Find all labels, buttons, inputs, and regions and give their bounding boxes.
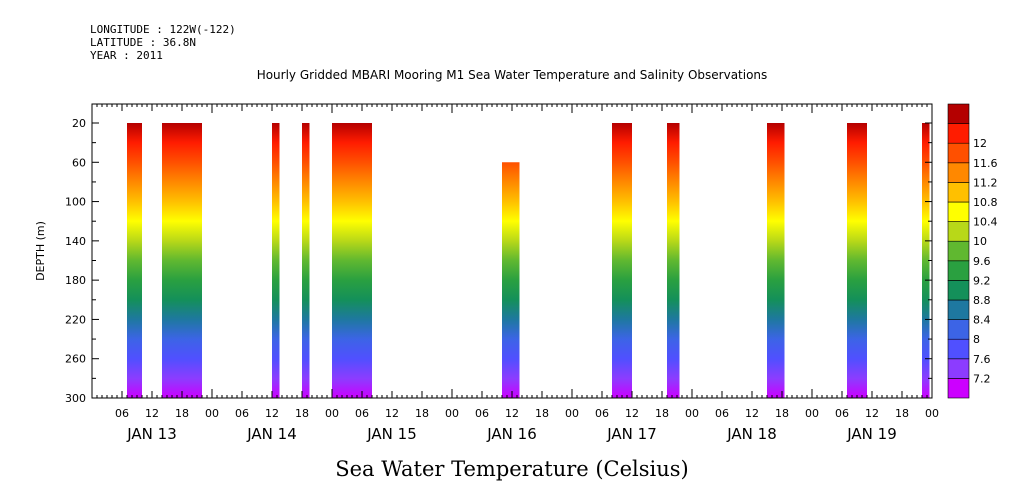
- y-axis-label: DEPTH (m): [34, 221, 47, 281]
- day-label: JAN 17: [606, 425, 657, 443]
- colorbar-label: 7.2: [973, 372, 991, 385]
- hour-tick-label: 00: [325, 407, 339, 420]
- temperature-band: [332, 123, 372, 398]
- hour-tick-label: 06: [115, 407, 129, 420]
- colorbar-label: 12: [973, 137, 987, 150]
- hour-tick-label: 06: [235, 407, 249, 420]
- colorbar: 7.2 7.6 8 8.4 8.8 9.2 9.6 10 10.4 10.8 11.2 11.6 12: [947, 103, 998, 399]
- y-tick-label: 260: [65, 353, 86, 366]
- temperature-band: [272, 123, 280, 398]
- hour-tick-label: 00: [685, 407, 699, 420]
- colorbar-label: 7.6: [973, 353, 991, 366]
- hour-tick-label: 00: [805, 407, 819, 420]
- colorbar-swatch: [947, 260, 970, 281]
- hour-tick-label: 00: [205, 407, 219, 420]
- colorbar-swatch: [947, 358, 970, 379]
- colorbar-swatch: [947, 378, 970, 399]
- colorbar-swatch: [947, 201, 970, 222]
- colorbar-swatch: [947, 182, 970, 203]
- temperature-band: [502, 162, 520, 398]
- day-label: JAN 14: [246, 425, 297, 443]
- temperature-band: [612, 123, 632, 398]
- colorbar-swatch: [947, 162, 970, 183]
- hour-tick-label: 12: [865, 407, 879, 420]
- colorbar-label: 10: [973, 235, 987, 248]
- colorbar-label: 10.8: [973, 196, 998, 209]
- longitude-label: LONGITUDE : 122W(-122): [90, 23, 236, 36]
- colorbar-swatch: [947, 319, 970, 340]
- hour-tick-label: 12: [505, 407, 519, 420]
- hour-tick-label: 00: [445, 407, 459, 420]
- hour-tick-label: 00: [565, 407, 579, 420]
- temperature-band: [302, 123, 310, 398]
- day-label: JAN 19: [846, 425, 897, 443]
- y-tick-label: 220: [65, 313, 86, 326]
- hour-tick-label: 18: [415, 407, 429, 420]
- year-label: YEAR : 2011: [90, 49, 163, 62]
- temperature-band: [767, 123, 785, 398]
- temperature-band: [922, 123, 930, 398]
- y-tick-label: 60: [72, 156, 86, 169]
- y-axis: 20 60 100 140 180 220 260 300: [65, 117, 932, 405]
- y-tick-label: 100: [65, 196, 86, 209]
- hour-tick-label: 18: [655, 407, 669, 420]
- colorbar-swatch: [947, 123, 970, 144]
- colorbar-swatch: [947, 280, 970, 301]
- y-tick-label: 20: [72, 117, 86, 130]
- day-label: JAN 15: [366, 425, 417, 443]
- hour-tick-label: 18: [175, 407, 189, 420]
- hour-tick-label: 18: [535, 407, 549, 420]
- colorbar-label: 9.2: [973, 274, 991, 287]
- hour-tick-label: 18: [775, 407, 789, 420]
- hour-tick-label: 06: [595, 407, 609, 420]
- hour-tick-label: 06: [715, 407, 729, 420]
- hour-tick-label: 00: [925, 407, 939, 420]
- y-tick-label: 140: [65, 235, 86, 248]
- hour-tick-label: 18: [295, 407, 309, 420]
- y-tick-label: 180: [65, 274, 86, 287]
- colorbar-swatch: [947, 142, 970, 164]
- temperature-band: [162, 123, 202, 398]
- temperature-band: [127, 123, 142, 398]
- hour-tick-label: 06: [475, 407, 489, 420]
- chart-title: Hourly Gridded MBARI Mooring M1 Sea Wate…: [257, 68, 768, 82]
- x-axis-label: Sea Water Temperature (Celsius): [335, 457, 689, 481]
- colorbar-swatch: [947, 221, 970, 242]
- day-label: JAN 18: [726, 425, 777, 443]
- colorbar-label: 9.6: [973, 255, 991, 268]
- colorbar-label: 11.2: [973, 176, 998, 189]
- day-label: JAN 16: [486, 425, 537, 443]
- colorbar-swatch: [947, 338, 970, 360]
- latitude-label: LATITUDE : 36.8N: [90, 36, 196, 49]
- hour-tick-label: 18: [895, 407, 909, 420]
- temperature-band: [667, 123, 680, 398]
- y-tick-label: 300: [65, 392, 86, 405]
- colorbar-label: 10.4: [973, 216, 998, 229]
- colorbar-swatch: [947, 103, 970, 124]
- hour-tick-label: 12: [145, 407, 159, 420]
- hour-tick-label: 12: [745, 407, 759, 420]
- colorbar-swatch: [947, 299, 970, 320]
- hour-tick-label: 12: [625, 407, 639, 420]
- colorbar-label: 8: [973, 333, 980, 346]
- x-axis: 06 12 18 00 06 12 18 00 06 12 18 00 06 12 18 00 06 12 18 00…: [91, 104, 939, 443]
- day-label: JAN 13: [126, 425, 177, 443]
- data-bands: [127, 123, 930, 398]
- colorbar-label: 8.4: [973, 314, 991, 327]
- hour-tick-label: 12: [265, 407, 279, 420]
- colorbar-label: 8.8: [973, 294, 991, 307]
- hour-tick-label: 12: [385, 407, 399, 420]
- hour-tick-label: 06: [835, 407, 849, 420]
- colorbar-label: 11.6: [973, 157, 998, 170]
- temperature-band: [847, 123, 867, 398]
- colorbar-swatch: [947, 240, 970, 262]
- hour-tick-label: 06: [355, 407, 369, 420]
